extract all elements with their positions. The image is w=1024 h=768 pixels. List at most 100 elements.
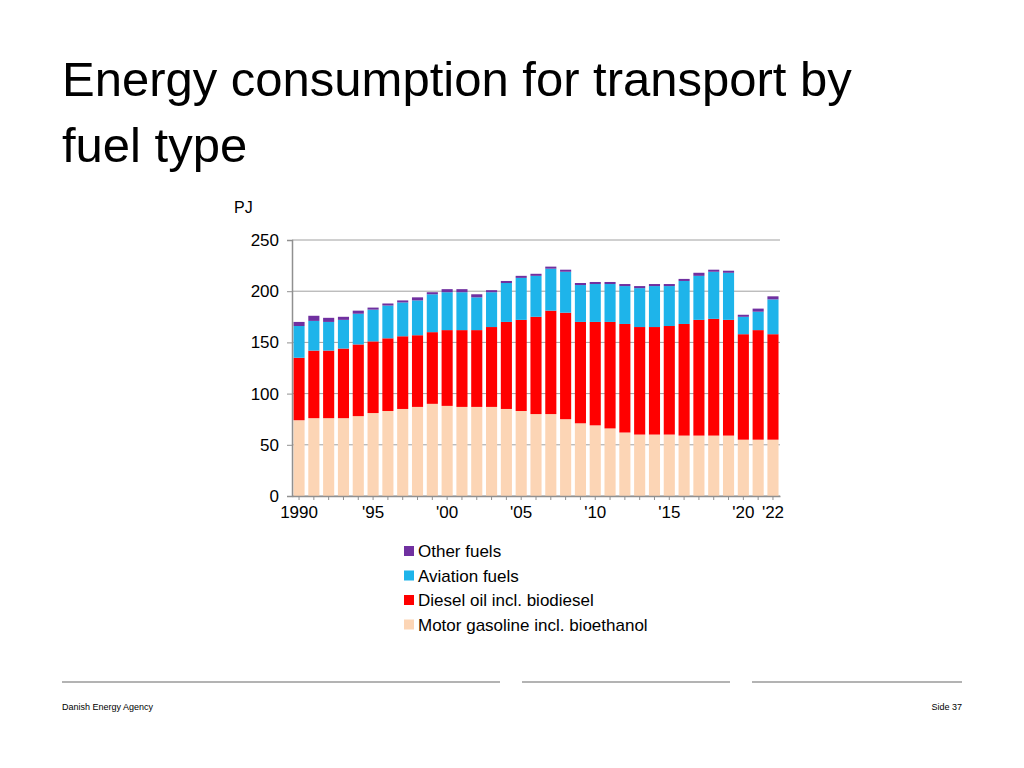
- x-tick-mark: [387, 496, 388, 500]
- x-tick-mark: [536, 496, 537, 500]
- bar: [456, 292, 467, 330]
- bar: [427, 292, 438, 294]
- x-tick: [713, 496, 714, 500]
- bar: [516, 411, 527, 496]
- bar: [560, 270, 571, 272]
- bar: [338, 418, 349, 496]
- y-tick-mark: [287, 445, 292, 446]
- bar: [560, 419, 571, 496]
- bar: [486, 407, 497, 496]
- grid: [292, 240, 780, 496]
- series: [293, 404, 778, 496]
- bar: [575, 283, 586, 285]
- bar: [619, 284, 630, 286]
- bars: [293, 267, 778, 496]
- x-tick-mark: [491, 496, 492, 500]
- x-tick-mark: [728, 496, 729, 500]
- bar: [545, 267, 556, 269]
- bar: [679, 281, 690, 324]
- bar: [308, 351, 319, 419]
- bar: [397, 336, 408, 409]
- bar: [471, 294, 482, 297]
- legend-item: Aviation fuels: [404, 567, 519, 586]
- bar: [456, 289, 467, 292]
- bar: [368, 413, 379, 496]
- bar: [530, 274, 541, 276]
- bar: [338, 349, 349, 419]
- bar: [293, 420, 304, 496]
- x-tick: 1990: [280, 496, 318, 522]
- bar: [501, 409, 512, 496]
- x-tick: '95: [362, 496, 384, 522]
- bar: [397, 409, 408, 496]
- x-tick-label: '22: [762, 503, 784, 522]
- bar: [456, 330, 467, 407]
- legend-label: Motor gasoline incl. bioethanol: [418, 616, 648, 635]
- bar: [723, 320, 734, 436]
- x-tick-mark: [432, 496, 433, 500]
- x-tick-label: '05: [510, 503, 532, 522]
- bar: [634, 288, 645, 327]
- x-tick-mark: [654, 496, 655, 500]
- bar: [501, 281, 512, 283]
- bar: [397, 300, 408, 302]
- bar: [427, 332, 438, 404]
- bar: [753, 330, 764, 440]
- series: [293, 267, 778, 326]
- x-tick: '10: [584, 496, 606, 522]
- bar: [382, 338, 393, 411]
- bar: [604, 282, 615, 284]
- x-tick: [758, 496, 759, 500]
- x-tick-label: '20: [732, 503, 754, 522]
- y-tick: 150: [251, 333, 292, 352]
- bar: [560, 313, 571, 419]
- bar: [767, 296, 778, 299]
- bar: [308, 418, 319, 496]
- bar: [693, 320, 704, 436]
- bar: [634, 327, 645, 435]
- bar: [442, 292, 453, 330]
- x-tick-mark: [698, 496, 699, 500]
- bar: [293, 326, 304, 358]
- bar: [590, 425, 601, 496]
- bar: [353, 344, 364, 416]
- x-tick-mark: [417, 496, 418, 500]
- bar: [427, 404, 438, 496]
- x-tick-mark: [684, 496, 685, 500]
- bar: [368, 310, 379, 342]
- bar: [738, 440, 749, 496]
- bar: [575, 285, 586, 322]
- y-tick-mark: [287, 291, 292, 292]
- bar: [323, 322, 334, 351]
- x-tick-mark: [358, 496, 359, 500]
- legend-item: Motor gasoline incl. bioethanol: [404, 616, 648, 635]
- bar: [368, 308, 379, 310]
- bar: [293, 322, 304, 326]
- bar: [634, 286, 645, 288]
- bar: [708, 272, 719, 319]
- bar: [545, 414, 556, 496]
- x-tick-mark: [313, 496, 314, 500]
- x-tick: [313, 496, 314, 500]
- x-tick: [728, 496, 729, 500]
- x-tick: [387, 496, 388, 500]
- footer-rule: [752, 681, 962, 683]
- x-tick: [506, 496, 507, 500]
- y-tick-mark: [287, 394, 292, 395]
- bar: [353, 314, 364, 345]
- bar: [753, 309, 764, 312]
- x-tick: [550, 496, 551, 500]
- x-tick-mark: [402, 496, 403, 500]
- x-tick: [639, 496, 640, 500]
- bar: [619, 433, 630, 496]
- series: [293, 311, 778, 440]
- bar: [530, 317, 541, 414]
- bar: [708, 436, 719, 496]
- bar: [442, 406, 453, 496]
- x-tick: '05: [510, 496, 532, 522]
- legend-item: Diesel oil incl. biodiesel: [404, 591, 594, 610]
- bar: [738, 315, 749, 317]
- x-tick: [358, 496, 359, 500]
- bar: [738, 334, 749, 439]
- y-tick-mark: [287, 342, 292, 343]
